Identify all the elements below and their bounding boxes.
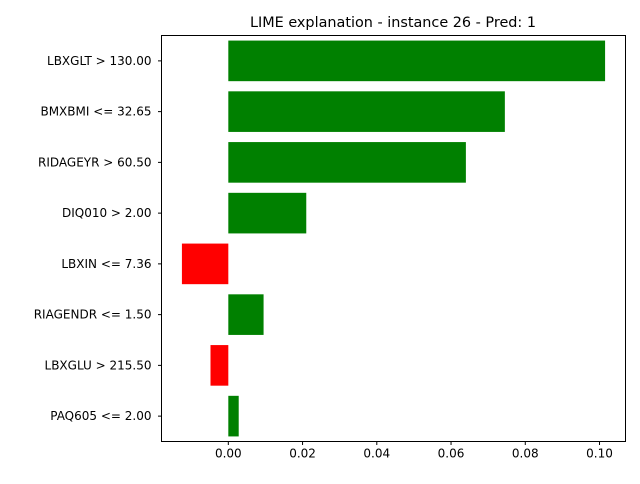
bars-group	[181, 40, 606, 437]
x-tick-label: 0.04	[363, 447, 390, 461]
y-tick-label: RIAGENDR <= 1.50	[34, 308, 152, 322]
y-tick-label: LBXIN <= 7.36	[61, 257, 151, 271]
x-tick-label: 0.10	[586, 447, 613, 461]
y-tick-label: LBXGLU > 215.50	[45, 358, 152, 372]
x-tick-label: 0.02	[289, 447, 316, 461]
x-tick-label: 0.06	[438, 447, 465, 461]
bar	[210, 345, 229, 386]
bar	[181, 243, 229, 285]
y-tick-label: PAQ605 <= 2.00	[50, 409, 151, 423]
bar	[228, 192, 307, 234]
y-tick-label: RIDAGEYR > 60.50	[38, 155, 152, 169]
y-tick-label: LBXGLT > 130.00	[47, 54, 151, 68]
y-axis-ticks: LBXGLT > 130.00 BMXBMI <= 32.65 RIDAGEYR >…	[34, 54, 162, 423]
bar	[228, 294, 264, 335]
bar	[228, 395, 239, 437]
plot-frame	[161, 35, 626, 442]
chart-title: LIME explanation - instance 26 - Pred: 1	[250, 15, 536, 31]
bar	[228, 40, 606, 82]
bar	[228, 142, 466, 183]
bar	[228, 91, 505, 132]
y-tick-label: BMXBMI <= 32.65	[40, 105, 151, 119]
x-axis-ticks: 0.00 0.02 0.04 0.06 0.08 0.10	[215, 441, 613, 461]
x-tick-label: 0.08	[512, 447, 539, 461]
y-tick-label: DIQ010 > 2.00	[62, 206, 152, 220]
x-tick-label: 0.00	[215, 447, 242, 461]
